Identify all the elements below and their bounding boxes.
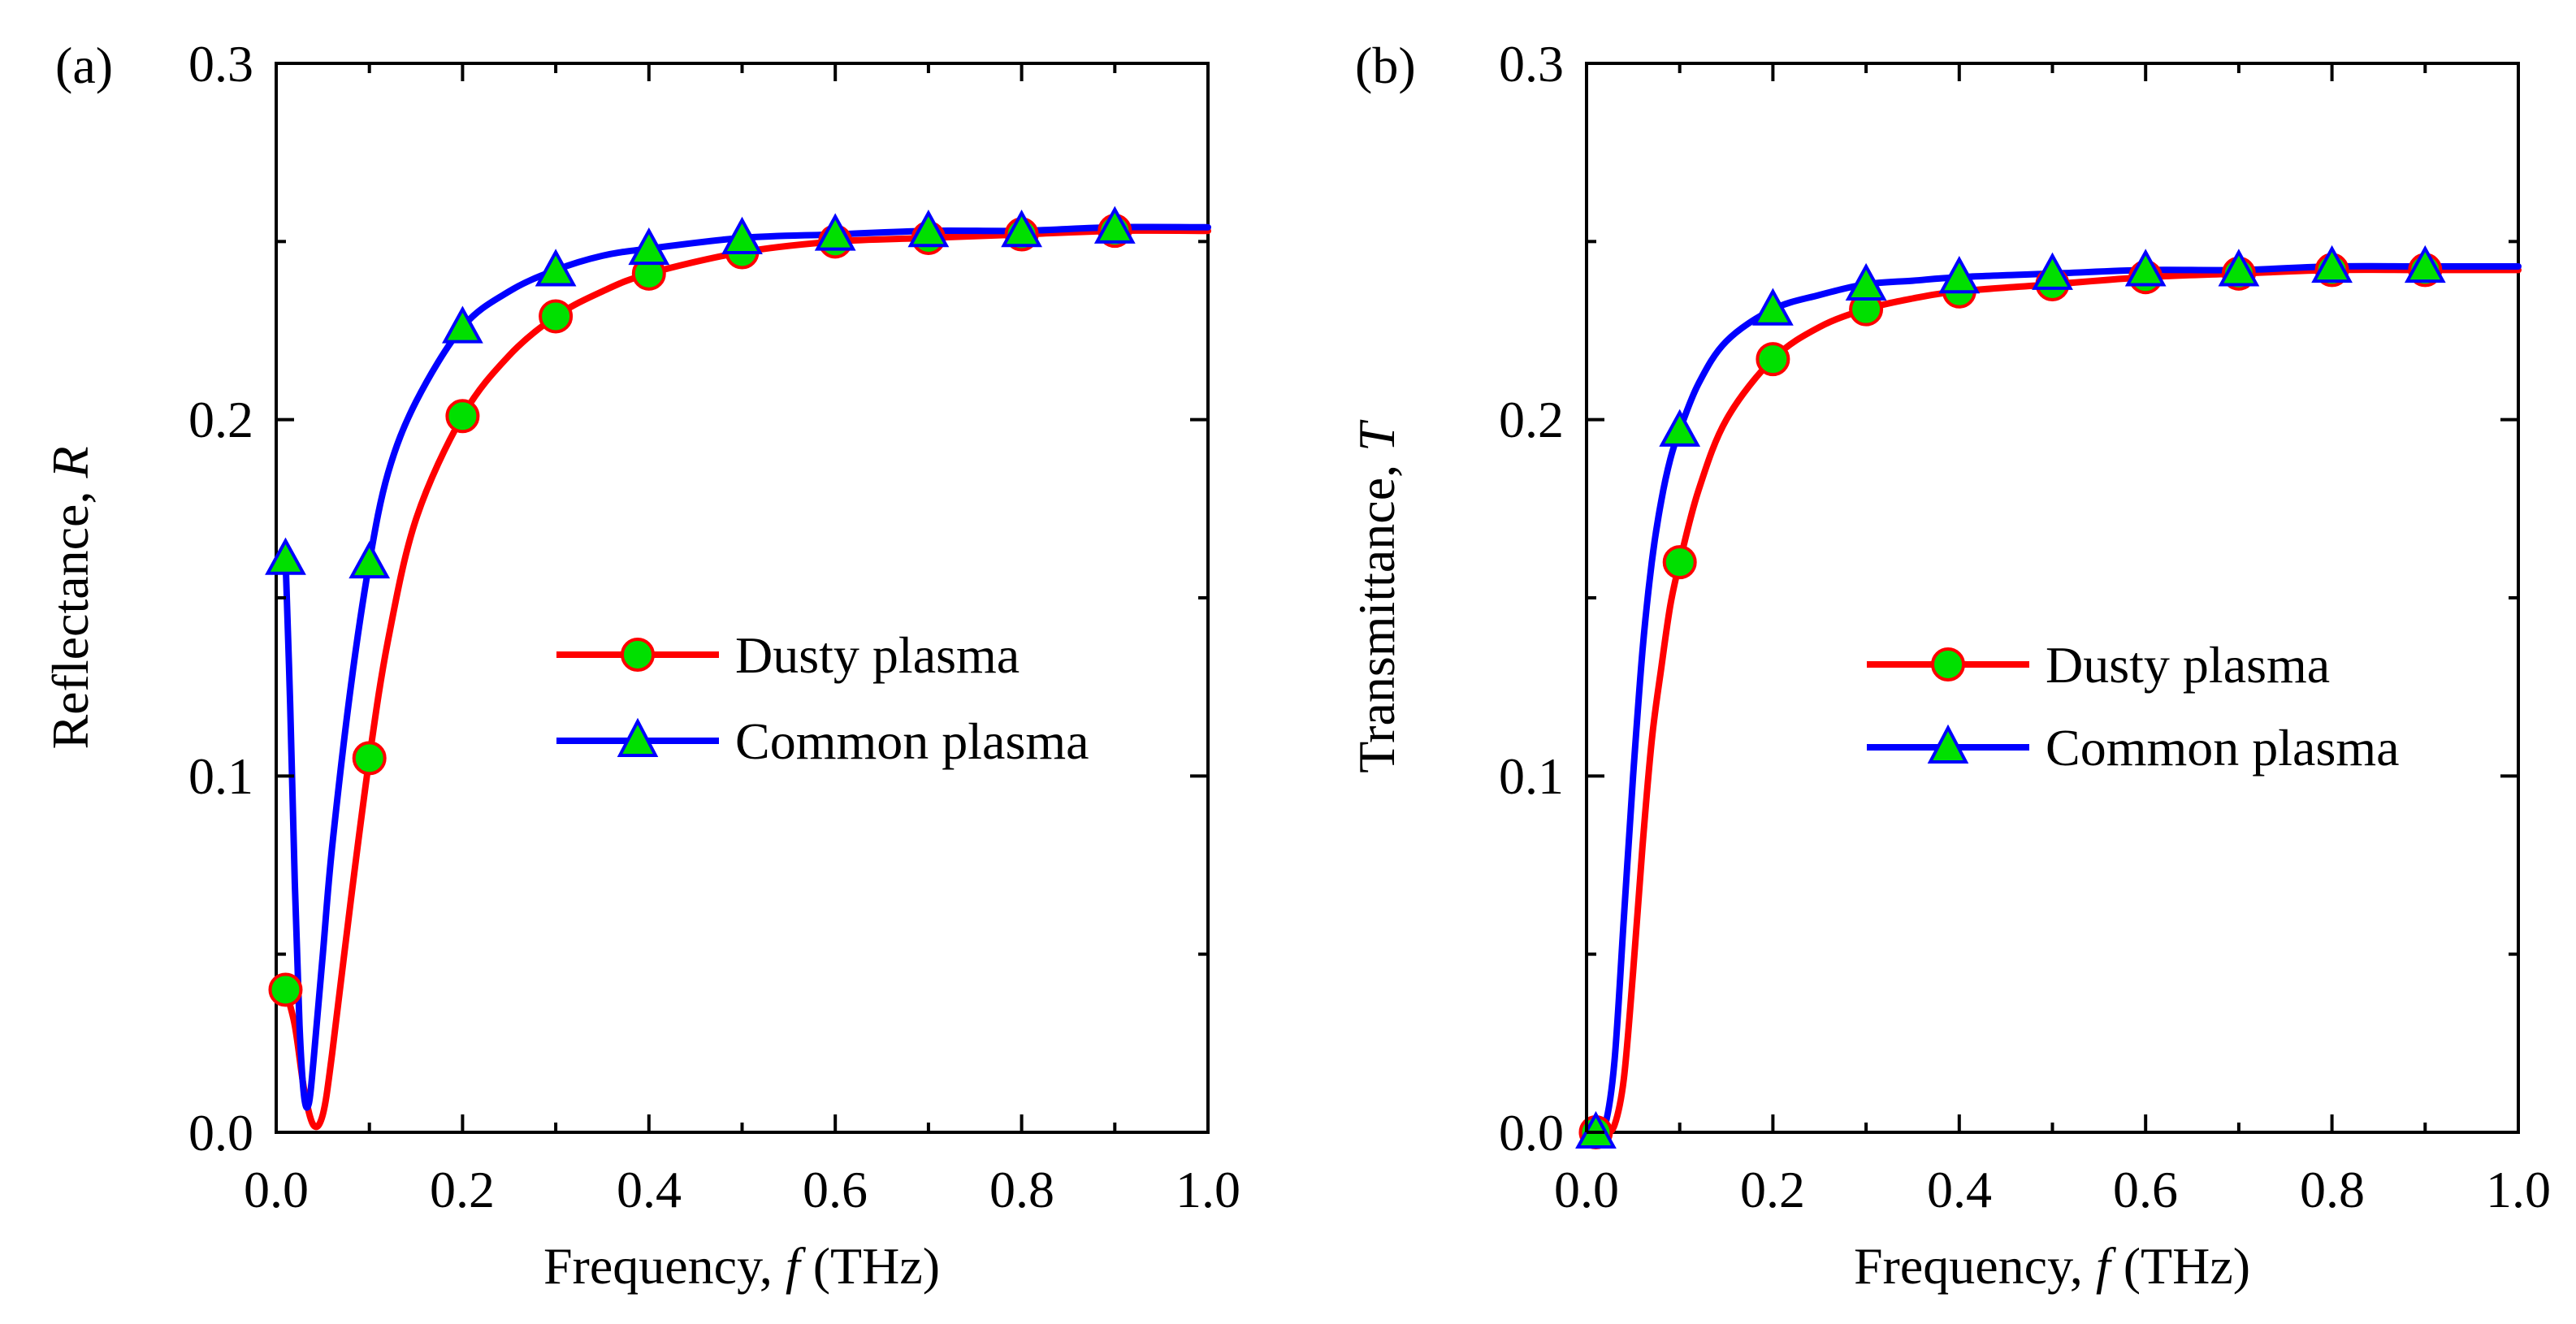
data-point-a-1-6 bbox=[814, 213, 856, 251]
legend-label-b-dusty: Dusty plasma bbox=[2046, 636, 2330, 694]
x-tick-label-b-0: 0.0 bbox=[1554, 1161, 1619, 1218]
legend-marker-a-common bbox=[617, 717, 659, 757]
x-tick-label-a-2: 0.4 bbox=[617, 1161, 682, 1218]
ticks-group-b bbox=[1585, 62, 2520, 1134]
panel-b: (b) 0.0 0.1 0.2 0.3 0.0 0.2 0.4 0.6 0.8 … bbox=[1348, 35, 2551, 1295]
legend-label-a-dusty: Dusty plasma bbox=[735, 626, 1020, 684]
y-tick-label-a-1: 0.1 bbox=[188, 747, 253, 805]
data-point-a-0-2 bbox=[445, 399, 480, 434]
data-point-a-1-2 bbox=[442, 305, 483, 344]
legend-label-a-common: Common plasma bbox=[735, 712, 1089, 770]
data-point-a-1-1 bbox=[349, 540, 391, 579]
data-point-b-0-2 bbox=[1756, 342, 1790, 377]
y-tick-label-a-2: 0.2 bbox=[188, 391, 253, 448]
data-point-b-1-2 bbox=[1752, 288, 1794, 326]
data-point-a-1-9 bbox=[1093, 206, 1136, 244]
y-tick-label-a-3: 0.3 bbox=[188, 35, 253, 93]
data-point-b-0-1 bbox=[1662, 545, 1697, 580]
data-point-a-1-4 bbox=[628, 227, 670, 266]
series-group-b bbox=[1592, 262, 2522, 1136]
data-point-b-1-7 bbox=[2218, 249, 2260, 287]
legend-marker-b-dusty bbox=[1931, 647, 1965, 681]
panel-label-b: (b) bbox=[1355, 37, 1416, 94]
x-tick-label-b-1: 0.2 bbox=[1740, 1161, 1805, 1218]
markers-group-a bbox=[265, 206, 1136, 1007]
data-point-a-0-3 bbox=[539, 299, 574, 334]
plot-area-b bbox=[1575, 62, 2522, 1149]
data-point-a-1-5 bbox=[721, 216, 763, 254]
data-point-b-1-4 bbox=[1938, 256, 1981, 294]
x-axis-label-a: Frequency, f (THz) bbox=[543, 1237, 940, 1295]
y-tick-label-b-3: 0.3 bbox=[1499, 35, 1564, 93]
x-tick-label-b-2: 0.4 bbox=[1927, 1161, 1992, 1218]
y-tick-label-b-0: 0.0 bbox=[1499, 1104, 1564, 1162]
series-line-b-0 bbox=[1592, 266, 2522, 1136]
data-point-b-1-3 bbox=[1845, 262, 1887, 301]
legend-marker-b-common bbox=[1927, 724, 1969, 764]
panel-label-a: (a) bbox=[55, 37, 113, 94]
legend-b: Dusty plasma Common plasma bbox=[1867, 636, 2400, 777]
x-tick-label-b-5: 1.0 bbox=[2486, 1161, 2551, 1218]
y-axis-label-b: Transmittance, T bbox=[1348, 419, 1405, 773]
y-tick-label-b-2: 0.2 bbox=[1499, 391, 1564, 448]
panel-a: (a) 0.0 0.1 0.2 0.3 0.0 0.2 0.4 0.6 0.8 … bbox=[41, 35, 1240, 1295]
y-tick-label-a-0: 0.0 bbox=[188, 1104, 253, 1162]
y-axis-label-a: Reflectance, R bbox=[41, 446, 99, 749]
ticks-group-a bbox=[275, 62, 1210, 1134]
x-tick-label-b-3: 0.6 bbox=[2113, 1161, 2178, 1218]
data-point-a-0-0 bbox=[268, 972, 303, 1007]
x-axis-label-b: Frequency, f (THz) bbox=[1854, 1237, 2250, 1295]
data-point-a-1-3 bbox=[535, 249, 577, 287]
plot-frame-b bbox=[1585, 62, 2520, 1134]
data-point-b-1-5 bbox=[2032, 252, 2073, 290]
data-point-b-1-1 bbox=[1659, 409, 1701, 447]
x-tick-label-a-4: 0.8 bbox=[989, 1161, 1054, 1218]
legend-marker-a-dusty bbox=[621, 638, 655, 672]
data-point-a-1-7 bbox=[907, 210, 950, 248]
series-line-b-1 bbox=[1592, 262, 2522, 1136]
plot-area-a bbox=[265, 62, 1211, 1134]
data-point-a-1-0 bbox=[265, 537, 306, 575]
x-tick-label-a-1: 0.2 bbox=[430, 1161, 495, 1218]
y-tick-label-b-1: 0.1 bbox=[1499, 747, 1564, 805]
data-point-a-0-1 bbox=[352, 741, 387, 776]
legend-a: Dusty plasma Common plasma bbox=[556, 626, 1089, 770]
x-tick-label-a-0: 0.0 bbox=[244, 1161, 309, 1218]
x-tick-label-a-3: 0.6 bbox=[803, 1161, 868, 1218]
data-point-b-1-6 bbox=[2124, 249, 2167, 287]
x-tick-label-b-4: 0.8 bbox=[2300, 1161, 2365, 1218]
data-point-b-1-8 bbox=[2311, 244, 2353, 283]
data-point-b-1-9 bbox=[2404, 244, 2446, 283]
markers-group-b bbox=[1575, 244, 2446, 1149]
legend-label-b-common: Common plasma bbox=[2046, 719, 2400, 777]
data-point-a-1-8 bbox=[1001, 210, 1042, 248]
x-tick-label-a-5: 1.0 bbox=[1175, 1161, 1240, 1218]
